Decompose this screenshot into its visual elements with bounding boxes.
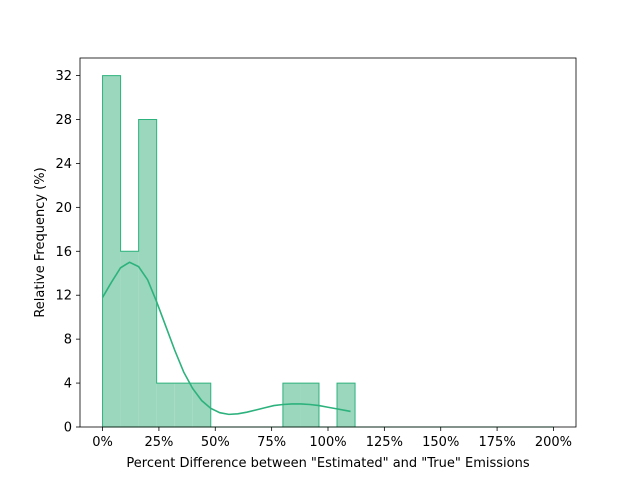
histogram-bar bbox=[138, 119, 157, 427]
x-tick-label: 75% bbox=[257, 435, 286, 450]
y-axis-ticks: 0 4 8 12 16 20 24 28 32 bbox=[55, 69, 80, 436]
y-tick-label: 28 bbox=[55, 113, 72, 128]
histogram-bar bbox=[156, 383, 175, 427]
histogram-bar bbox=[337, 383, 356, 427]
x-tick-label: 175% bbox=[479, 435, 516, 450]
histogram-bars bbox=[102, 75, 356, 428]
x-tick-label: 50% bbox=[201, 435, 230, 450]
y-tick-label: 24 bbox=[55, 157, 72, 172]
x-axis-ticks: 0% 25% 50% 75% 100% 125% 150% 175% 200% bbox=[92, 427, 572, 450]
histogram-bar bbox=[282, 383, 301, 427]
y-tick-label: 12 bbox=[55, 289, 72, 304]
histogram-outline bbox=[102, 75, 554, 428]
y-tick-label: 4 bbox=[64, 377, 72, 392]
x-tick-label: 150% bbox=[422, 435, 459, 450]
kde-curve bbox=[101, 261, 351, 416]
y-tick-label: 32 bbox=[55, 69, 72, 84]
x-tick-label: 0% bbox=[92, 435, 113, 450]
x-axis-label: Percent Difference between "Estimated" a… bbox=[126, 456, 529, 471]
x-tick-label: 100% bbox=[309, 435, 346, 450]
y-axis-label: Relative Frequency (%) bbox=[33, 167, 48, 317]
y-tick-label: 0 bbox=[64, 421, 72, 436]
x-tick-label: 125% bbox=[366, 435, 403, 450]
y-tick-label: 20 bbox=[55, 201, 72, 216]
histogram-bar bbox=[174, 383, 193, 427]
x-tick-label: 200% bbox=[535, 435, 572, 450]
y-tick-label: 16 bbox=[55, 245, 72, 260]
y-tick-label: 8 bbox=[64, 333, 72, 348]
histogram-bar bbox=[102, 75, 121, 428]
histogram-bar bbox=[120, 251, 139, 427]
x-tick-label: 25% bbox=[144, 435, 173, 450]
